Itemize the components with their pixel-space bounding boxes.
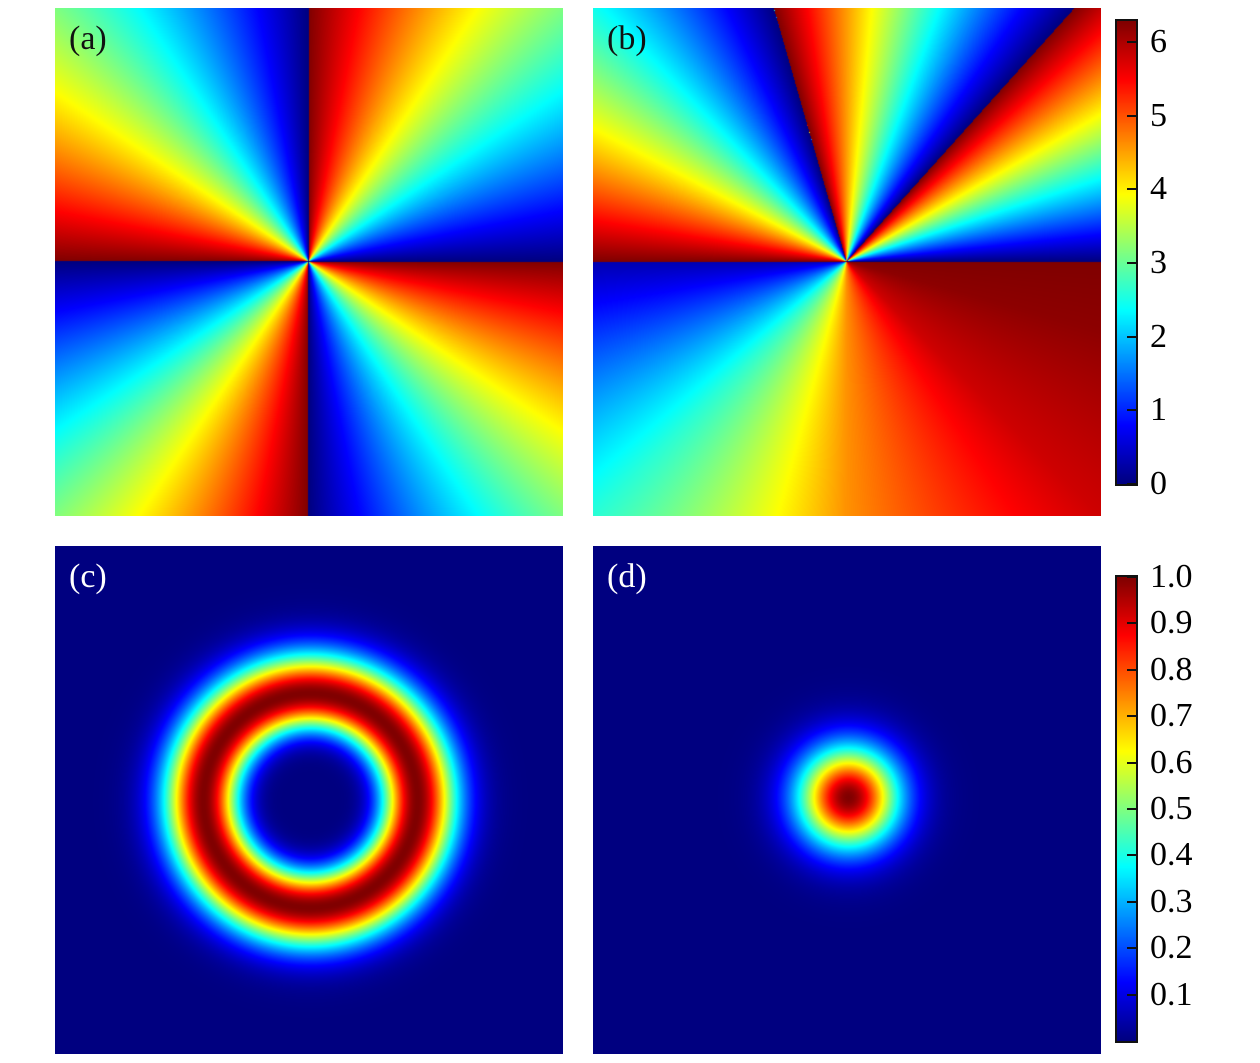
panel-d: (d) [593,546,1101,1054]
panel-label-a: (a) [69,20,107,57]
colorbar-tick-label: 6 [1150,22,1167,60]
panel-label-d: (d) [607,558,647,595]
colorbar-tick-label: 0.4 [1150,836,1193,874]
colorbar-tick-label: 0.9 [1150,604,1193,642]
heatmap-phase-a [55,8,563,516]
panel-b: (b) [593,8,1101,516]
colorbar-tick [1127,261,1138,264]
colorbar-tick-label: 3 [1150,243,1167,281]
colorbar-tick [1127,188,1138,191]
colorbar-tick [1127,947,1138,950]
colorbar-tick [1127,335,1138,338]
colorbar-tick-label: 0.7 [1150,697,1193,735]
colorbar-tick [1127,808,1138,810]
heatmap-intensity-c [55,546,563,1054]
colorbar-tick [1127,993,1138,996]
colorbar-tick [1127,900,1138,903]
colorbar-tick [1127,715,1138,718]
panel-c: (c) [55,546,563,1054]
colorbar-tick-label: 0.8 [1150,650,1193,688]
colorbar-tick-label: 0.5 [1150,790,1193,827]
heatmap-intensity-d [593,546,1101,1054]
colorbar-tick [1127,668,1138,671]
colorbar-tick [1127,409,1138,412]
colorbar-tick [1127,483,1138,485]
colorbar-tick [1127,576,1138,578]
colorbar-tick-label: 2 [1150,317,1167,355]
colorbar-tick [1127,114,1138,117]
colorbar-tick [1127,622,1138,625]
colorbar-tick [1127,40,1138,43]
colorbar-tick [1127,854,1138,857]
panel-label-c: (c) [69,558,107,595]
colorbar-tick-label: 0.6 [1150,743,1193,781]
colorbar-tick-label: 1 [1150,391,1167,429]
colorbar-tick-label: 0.1 [1150,975,1193,1013]
colorbar-tick-label: 0.2 [1150,929,1193,967]
colorbar-tick-label: 5 [1150,96,1167,134]
heatmap-phase-b [593,8,1101,516]
colorbar-tick-label: 0 [1150,465,1167,502]
panel-a: (a) [55,8,563,516]
colorbar-tick-label: 4 [1150,170,1167,208]
colorbar-tick-label: 1.0 [1150,558,1193,595]
colorbar-tick [1127,761,1138,764]
colorbar-tick-label: 0.3 [1150,882,1193,920]
panel-label-b: (b) [607,20,647,57]
colorbar-phase [1115,19,1138,486]
